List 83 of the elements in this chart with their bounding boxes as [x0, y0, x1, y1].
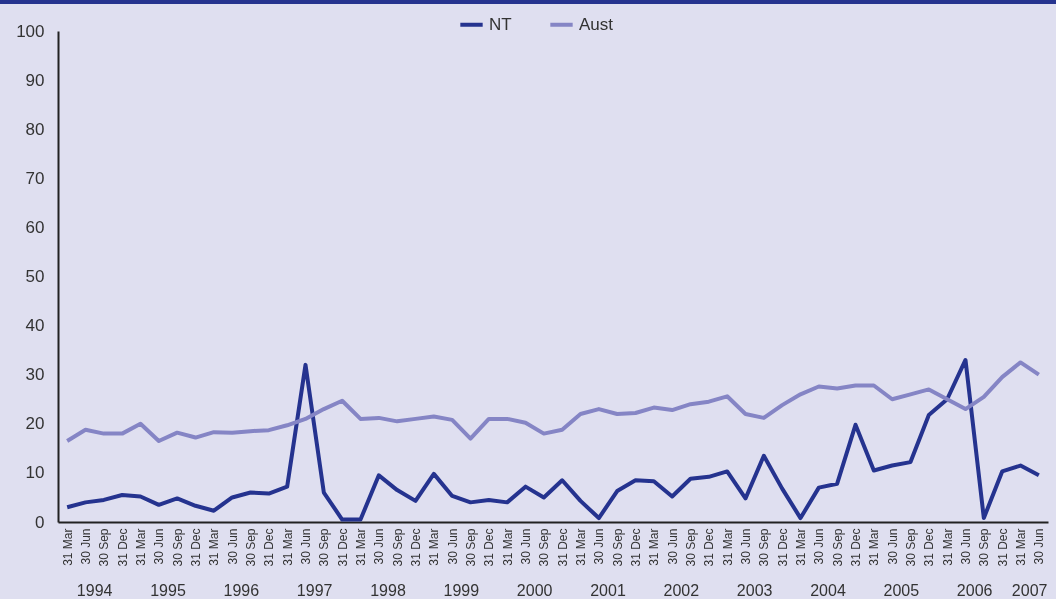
- y-tick-label: 90: [25, 70, 45, 90]
- x-tick-label: 31 Dec: [849, 528, 863, 567]
- x-tick-label: 30 Sep: [170, 528, 185, 567]
- y-tick-label: 0: [35, 512, 45, 532]
- line-series: [65, 357, 1041, 522]
- x-tick-label: 30 Sep: [610, 528, 625, 567]
- x-tick-label: 30 Jun: [225, 528, 240, 565]
- x-tick-label: 30 Sep: [464, 528, 478, 567]
- y-tick-label: 20: [25, 414, 45, 434]
- x-tick-label: 30 Sep: [390, 528, 405, 567]
- x-tick-label: 31 Dec: [995, 528, 1010, 567]
- text: 1997: [296, 582, 333, 599]
- x-tick-label: 31 Mar: [647, 528, 662, 566]
- x-tick-label: 30 Sep: [537, 528, 552, 567]
- y-tick-label: 50: [25, 267, 45, 286]
- x-tick-label: 30 Sep: [830, 528, 845, 567]
- x-tick-label: 30 Jun: [299, 528, 313, 565]
- x-tick-label: 30 Jun: [592, 528, 607, 565]
- text: 2006: [956, 582, 993, 599]
- text: 2003: [736, 582, 773, 599]
- x-tick-label: 30 Jun: [519, 528, 533, 565]
- x-tick-label: 31 Mar: [134, 528, 148, 566]
- text: 2005: [883, 582, 920, 599]
- x-tick-label: 31 Mar: [427, 528, 442, 566]
- x-tick-label: 30 Jun: [1032, 528, 1047, 565]
- x-tick-label: 30 Jun: [665, 528, 680, 565]
- x-tick-label: 30 Sep: [244, 528, 258, 567]
- x-tick-label: 31 Mar: [500, 528, 515, 566]
- x-tick-label: 31 Dec: [702, 528, 717, 567]
- x-tick-label: 31 Mar: [60, 528, 75, 566]
- x-tick-label: 30 Sep: [317, 528, 332, 567]
- x-tick-label: 31 Dec: [409, 528, 423, 567]
- x-tick-label: 31 Dec: [555, 528, 570, 567]
- x-tick-label: 30 Sep: [904, 528, 918, 567]
- x-tick-label: 30 Jun: [79, 528, 93, 565]
- line-series: [65, 360, 1041, 443]
- y-tick-label: 70: [25, 168, 45, 188]
- text: 2002: [663, 582, 700, 599]
- y-tick-label: 60: [25, 217, 45, 237]
- x-tick-label: 31 Mar: [1014, 528, 1028, 566]
- x-tick-label: 31 Mar: [354, 528, 368, 566]
- x-tick-label: 30 Jun: [959, 528, 973, 565]
- x-tick-label: 31 Dec: [115, 528, 130, 567]
- x-tick-label: 31 Mar: [574, 528, 588, 566]
- x-tick-label: 31 Dec: [189, 528, 203, 567]
- y-tick-label: 30: [25, 365, 45, 385]
- x-tick-label: 31 Mar: [794, 528, 808, 566]
- x-tick-label: 31 Mar: [940, 528, 955, 566]
- text: 2004: [810, 582, 846, 599]
- text: 1999: [443, 582, 480, 599]
- x-tick-label: 31 Dec: [262, 528, 277, 567]
- x-tick-label: 30 Jun: [152, 528, 167, 565]
- y-tick-label: 40: [25, 316, 45, 336]
- text: 2001: [590, 582, 626, 599]
- legend-label: NT: [489, 14, 512, 34]
- text: 2000: [516, 582, 553, 599]
- x-tick-label: 30 Jun: [445, 528, 460, 565]
- x-tick-label: 30 Jun: [739, 528, 753, 565]
- text: 1996: [223, 582, 260, 599]
- x-tick-label: 31 Dec: [482, 528, 497, 567]
- x-tick-label: 31 Dec: [629, 528, 643, 567]
- y-tick-label: 80: [25, 119, 45, 139]
- y-tick-label: 100: [16, 21, 45, 41]
- y-tick-label: 10: [25, 463, 45, 483]
- x-tick-label: 30 Sep: [757, 528, 772, 567]
- x-tick-label: 30 Jun: [812, 528, 827, 565]
- x-tick-label: 31 Mar: [720, 528, 735, 566]
- x-tick-label: 31 Mar: [280, 528, 295, 566]
- x-tick-label: 30 Sep: [97, 528, 112, 567]
- x-tick-label: 31 Mar: [207, 528, 222, 566]
- x-tick-label: 30 Jun: [885, 528, 900, 565]
- x-tick-label: 31 Dec: [775, 528, 790, 567]
- legend-label: Aust: [579, 14, 614, 34]
- text: 1998: [370, 582, 406, 599]
- x-tick-label: 31 Dec: [922, 528, 937, 567]
- text: 1995: [150, 582, 186, 599]
- text: 1994: [76, 582, 113, 599]
- x-tick-label: 31 Mar: [867, 528, 882, 566]
- x-tick-label: 30 Sep: [977, 528, 992, 567]
- x-tick-label: 31 Dec: [335, 528, 350, 567]
- text: 2007: [1011, 582, 1048, 599]
- x-tick-label: 30 Jun: [372, 528, 387, 565]
- x-tick-label: 30 Sep: [684, 528, 698, 567]
